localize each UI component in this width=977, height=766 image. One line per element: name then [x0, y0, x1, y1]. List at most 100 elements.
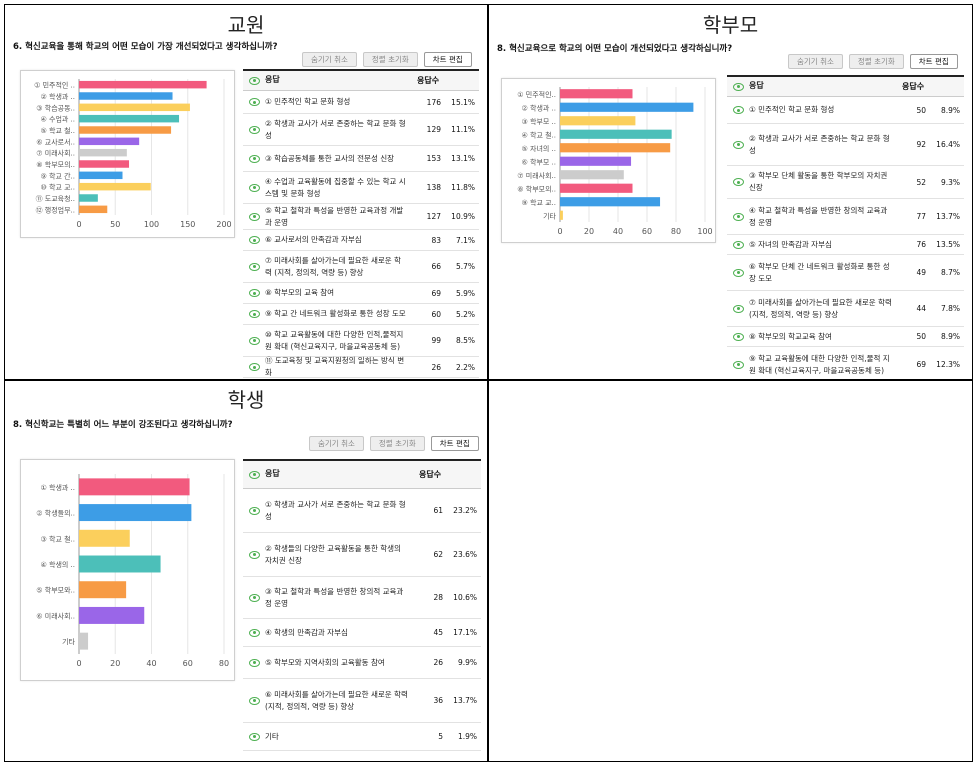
cancel-hide-button[interactable]: 숨기기 취소: [302, 52, 357, 67]
bar[interactable]: [560, 102, 694, 112]
bar[interactable]: [560, 183, 633, 193]
category-label: ⑥ 교사로서..: [36, 137, 75, 146]
response-table: 응답 응답수 ① 민주적인 학교 문화 형성 50 8.9% ② 학생과 교사가 서로 존…: [727, 75, 964, 379]
bar[interactable]: [79, 114, 180, 123]
response-percent: 13.5%: [936, 240, 960, 249]
bar[interactable]: [79, 137, 140, 146]
eye-icon[interactable]: [248, 76, 260, 85]
bar[interactable]: [560, 156, 632, 166]
eye-icon[interactable]: [248, 550, 260, 559]
bar[interactable]: [79, 555, 161, 573]
table-row: ① 민주적인 학교 문화 형성 176 15.1%: [243, 91, 479, 114]
eye-icon[interactable]: [248, 336, 260, 345]
eye-icon[interactable]: [732, 82, 744, 91]
bar[interactable]: [79, 80, 207, 89]
eye-icon[interactable]: [732, 178, 744, 186]
bar[interactable]: [79, 171, 123, 180]
category-label: ⑦ 미래사회..: [36, 149, 75, 158]
response-label: ① 민주적인 학교 문화 형성: [749, 105, 835, 115]
eye-icon[interactable]: [732, 140, 744, 149]
category-label: ⑤ 학부모와..: [36, 586, 75, 595]
bar[interactable]: [79, 126, 172, 134]
response-percent: 7.8%: [940, 304, 960, 313]
bar[interactable]: [560, 197, 661, 207]
eye-icon[interactable]: [732, 212, 744, 221]
response-count: 69: [916, 360, 926, 369]
eye-icon[interactable]: [248, 470, 260, 479]
bar[interactable]: [79, 160, 130, 168]
reset-sort-button[interactable]: 정렬 초기화: [362, 52, 418, 67]
eye-icon[interactable]: [248, 628, 260, 637]
bar[interactable]: [79, 504, 192, 522]
table-row: 기타 5 1.9%: [243, 723, 481, 751]
edit-chart-button[interactable]: 차트 편집: [430, 436, 479, 451]
eye-icon[interactable]: [248, 696, 260, 705]
category-label: ⑥ 미래사회..: [36, 611, 75, 620]
eye-icon[interactable]: [732, 304, 744, 313]
category-label: ⑧ 학부모의..: [517, 184, 556, 193]
eye-icon[interactable]: [248, 310, 260, 318]
bar[interactable]: [79, 581, 127, 599]
eye-icon[interactable]: [732, 106, 744, 114]
category-label: ② 학생과 ..: [522, 103, 557, 112]
response-percent: 8.7%: [940, 268, 960, 277]
cancel-hide-button[interactable]: 숨기기 취소: [788, 54, 843, 69]
category-label: ⑤ 자녀의 ..: [522, 144, 557, 153]
response-count: 83: [431, 235, 441, 245]
table-header: 응답 응답수: [727, 75, 964, 97]
eye-icon[interactable]: [248, 289, 260, 297]
table-row: ③ 학습공동체를 통한 교사의 전문성 신장 153 13.1%: [243, 146, 479, 172]
bar[interactable]: [79, 92, 173, 100]
eye-icon[interactable]: [248, 98, 260, 106]
bar[interactable]: [79, 478, 190, 496]
eye-icon[interactable]: [732, 360, 744, 369]
bar[interactable]: [79, 182, 151, 191]
eye-icon[interactable]: [248, 154, 260, 163]
eye-icon[interactable]: [248, 212, 260, 221]
eye-icon[interactable]: [732, 332, 744, 341]
table-row: ③ 학부모 단체 활동을 통한 학부모의 자치권 신장 52 9.3%: [727, 166, 964, 199]
eye-icon[interactable]: [248, 363, 260, 371]
edit-chart-button[interactable]: 차트 편집: [423, 52, 472, 67]
bar[interactable]: [560, 116, 636, 126]
reset-sort-button[interactable]: 정렬 초기화: [369, 436, 425, 451]
bar[interactable]: [79, 529, 130, 547]
eye-icon[interactable]: [248, 732, 260, 741]
reset-sort-button[interactable]: 정렬 초기화: [848, 54, 904, 69]
bar[interactable]: [79, 103, 190, 112]
eye-icon[interactable]: [248, 506, 260, 515]
response-count: 49: [916, 268, 926, 277]
bar[interactable]: [560, 89, 633, 99]
bar[interactable]: [560, 143, 671, 153]
cancel-hide-button[interactable]: 숨기기 취소: [309, 436, 364, 451]
bar[interactable]: [79, 194, 98, 202]
bar[interactable]: [79, 632, 89, 650]
category-label: ① 민주적인 ..: [34, 81, 75, 90]
eye-icon[interactable]: [248, 593, 260, 602]
response-percent: 5.7%: [455, 262, 475, 271]
category-label: ⑫ 행정업무..: [36, 205, 75, 214]
category-label: ⑨ 학교 교..: [522, 198, 557, 207]
bar[interactable]: [560, 210, 563, 220]
bar[interactable]: [560, 170, 624, 180]
response-count: 127: [426, 212, 441, 221]
response-label: ⑥ 교사로서의 만족감과 자부심: [265, 235, 362, 245]
eye-icon[interactable]: [248, 183, 260, 192]
eye-icon[interactable]: [732, 240, 744, 249]
response-percent: 9.3%: [940, 177, 960, 187]
category-label: ③ 학부모 ..: [522, 117, 557, 126]
bar[interactable]: [79, 148, 127, 157]
bar[interactable]: [79, 205, 108, 214]
response-percent: 12.3%: [936, 360, 960, 369]
edit-chart-button[interactable]: 차트 편집: [909, 54, 958, 69]
eye-icon[interactable]: [248, 236, 260, 244]
bar[interactable]: [560, 129, 672, 139]
table-row: ⑥ 학부모 단체 간 네트워크 활성화로 통한 성장 도모 49 8.7%: [727, 255, 964, 291]
category-label: ⑨ 학교 간..: [41, 171, 76, 180]
bar[interactable]: [79, 606, 145, 624]
eye-icon[interactable]: [732, 268, 744, 277]
eye-icon[interactable]: [248, 658, 260, 667]
eye-icon[interactable]: [248, 262, 260, 271]
response-label: ⑨ 학교 간 네트워크 활성화로 통한 성장 도모: [265, 309, 406, 319]
eye-icon[interactable]: [248, 125, 260, 134]
